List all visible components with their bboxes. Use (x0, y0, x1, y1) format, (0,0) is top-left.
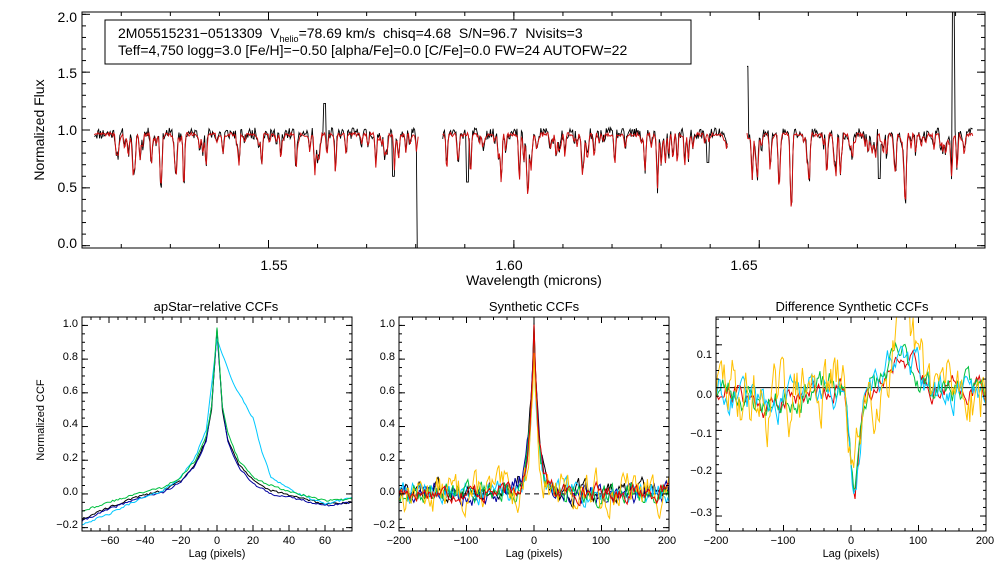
spectrum-xtick-label: 1.65 (730, 257, 757, 273)
apstar-ytick-label: 0.4 (63, 418, 78, 430)
apstar-xtick-label: 0 (214, 535, 220, 547)
difference-ytick-label: 0.0 (697, 389, 712, 401)
spectrum-ytick-label: 1.5 (58, 65, 78, 81)
header-star-id: 2M05515231−0513309 (118, 25, 263, 41)
apstar-xtick-label: 20 (247, 535, 259, 547)
apstar-xtick-label: 40 (283, 535, 295, 547)
difference-xtick-label: −200 (704, 535, 729, 547)
apstar-xtick-label: −40 (136, 535, 155, 547)
synthetic-ccf-lines (399, 322, 669, 520)
difference-ccf-visit-4-line (716, 317, 986, 469)
difference-ytick-label: 0.1 (697, 349, 712, 361)
synthetic-ytick-label: 0.2 (380, 452, 395, 464)
difference-ytick-label: −0.2 (690, 465, 712, 477)
synthetic-x-axis-label: Lag (pixels) (506, 548, 563, 560)
synthetic-ccf-visit-5-line (399, 352, 669, 520)
synthetic-xtick-label: −100 (454, 535, 479, 547)
spectrum-ytick-label: 1.0 (58, 122, 78, 138)
synthetic-ccf-panel: Synthetic CCFs −200 −100 0 100 200 −0.2 … (373, 299, 676, 560)
difference-xtick-label: 200 (976, 535, 994, 547)
difference-x-axis-label: Lag (pixels) (823, 548, 880, 560)
header-v-rest: =78.69 km/s chisq=4.68 S/N=96.7 Nvisits=… (299, 25, 583, 41)
difference-ytick-label: −0.3 (690, 507, 712, 519)
apstar-ytick-label: 0.6 (63, 385, 78, 397)
spectrum-lines (93, 12, 974, 248)
header-v-main: V (270, 25, 280, 41)
synthetic-ytick-label: 0.0 (380, 486, 395, 498)
difference-ccf-title: Difference Synthetic CCFs (776, 299, 929, 314)
difference-ccf-lines (716, 317, 986, 500)
spectrum-xtick-label: 1.55 (260, 257, 287, 273)
apstar-ytick-label: 1.0 (63, 318, 78, 330)
synthetic-xtick-label: 100 (592, 535, 610, 547)
synthetic-xtick-label: 200 (658, 535, 676, 547)
apstar-xtick-label: −60 (101, 535, 120, 547)
spectrum-ytick-label: 2.0 (58, 9, 78, 25)
apstar-y-axis-label: Normalized CCF (35, 379, 47, 461)
spectrum-header-box: 2M05515231−0513309 Vhelio=78.69 km/s chi… (104, 19, 692, 65)
synthetic-ytick-label: 0.6 (380, 385, 395, 397)
synthetic-ytick-label: 1.0 (380, 318, 395, 330)
spectrum-panel: 1.55 1.60 1.65 0.0 0.5 1.0 1.5 2.0 Wavel… (31, 9, 986, 288)
difference-ccf-ticks (715, 317, 987, 531)
apstar-ccf-ticks (81, 316, 353, 531)
synthetic-xtick-label: −200 (387, 535, 412, 547)
apstar-ccf-title: apStar−relative CCFs (154, 299, 279, 314)
difference-ytick-label: −0.1 (690, 428, 712, 440)
synthetic-ytick-label: 0.4 (380, 418, 395, 430)
synthetic-ccf-visit-6-line (399, 324, 669, 507)
apstar-x-axis-label: Lag (pixels) (189, 548, 246, 560)
apstar-ccf-visit-4-line (82, 327, 352, 512)
spectrum-y-axis-label: Normalized Flux (31, 79, 47, 180)
spectrum-x-axis-label: Wavelength (microns) (466, 272, 602, 288)
header-line-1: 2M05515231−0513309 Vhelio=78.69 km/s chi… (118, 25, 583, 44)
header-v-sub: helio (280, 34, 299, 44)
apstar-ccf-panel: apStar−relative CCFs −60 −40 −20 0 20 40… (35, 299, 353, 560)
difference-ccf-visit-3-line (716, 345, 986, 494)
apstar-ytick-label: 0.0 (63, 486, 78, 498)
header-line-2: Teff=4,750 logg=3.0 [Fe/H]=−0.50 [alpha/… (118, 42, 627, 58)
difference-ccf-panel: Difference Synthetic CCFs −200 −100 0 10… (690, 299, 994, 560)
apstar-ytick-label: 0.2 (63, 452, 78, 464)
spectrum-ytick-label: 0.5 (58, 179, 78, 195)
apstar-xtick-label: −20 (172, 535, 191, 547)
spectrum-ticks (82, 12, 985, 248)
apstar-ytick-label: −0.2 (56, 519, 78, 531)
model-spectrum-line (442, 131, 728, 194)
spectrum-xtick-label: 1.60 (495, 257, 522, 273)
difference-xtick-label: 100 (909, 535, 927, 547)
model-spectrum-line (746, 131, 974, 207)
spectrum-ytick-label: 0.0 (58, 235, 78, 251)
apstar-ytick-label: 0.8 (63, 351, 78, 363)
synthetic-ytick-label: −0.2 (373, 519, 395, 531)
apstar-xtick-label: 60 (319, 535, 331, 547)
apstar-ccf-lines (82, 327, 352, 526)
synthetic-xtick-label: 0 (531, 535, 537, 547)
difference-xtick-label: 0 (848, 535, 854, 547)
observed-spectrum-line (94, 102, 418, 248)
difference-xtick-label: −100 (771, 535, 796, 547)
synthetic-ccf-title: Synthetic CCFs (489, 299, 580, 314)
synthetic-ytick-label: 0.8 (380, 351, 395, 363)
synthetic-ccf-ticks (398, 316, 670, 531)
model-spectrum-line (93, 131, 419, 184)
